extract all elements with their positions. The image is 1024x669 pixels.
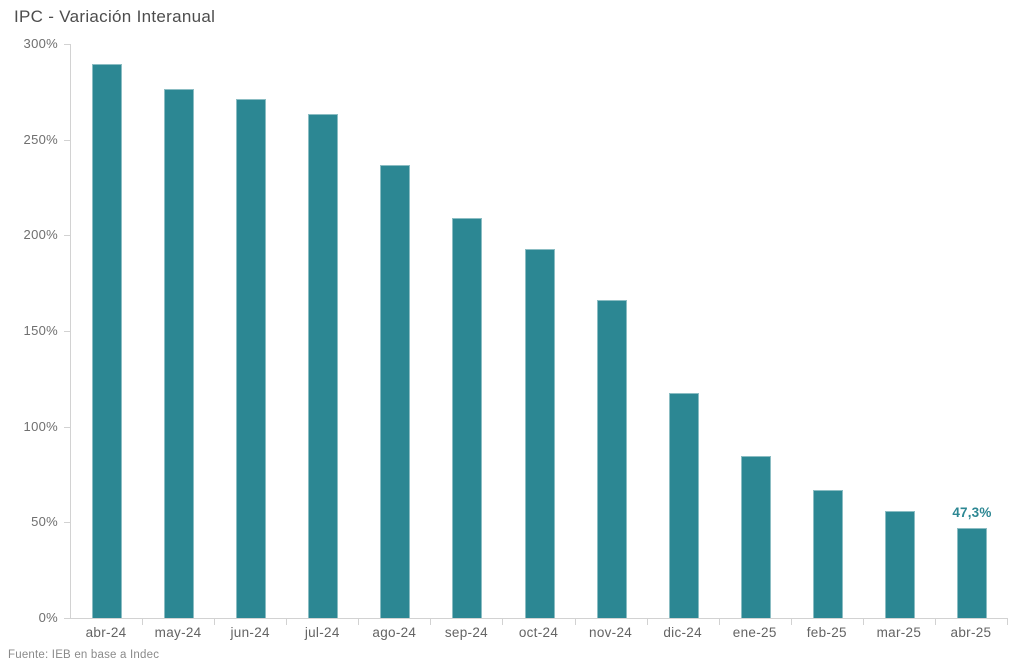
y-axis-label: 100% <box>23 418 58 434</box>
x-axis-tick <box>718 619 720 625</box>
bar-mar-25 <box>884 511 915 618</box>
y-axis-tick <box>64 331 70 332</box>
chart-title: IPC - Variación Interanual <box>14 7 216 26</box>
x-axis-tick <box>646 619 648 625</box>
x-axis-tick <box>934 619 936 625</box>
x-axis-tick <box>430 619 432 625</box>
y-axis-tick <box>64 139 70 141</box>
bar-ago-24 <box>380 165 411 618</box>
y-axis-label: 0% <box>38 610 58 625</box>
x-axis-tick <box>358 619 360 625</box>
y-axis-tick <box>64 618 70 619</box>
y-axis-tick <box>64 522 70 524</box>
x-axis-tick <box>862 619 864 625</box>
y-axis-label: 200% <box>23 227 58 243</box>
bar-nov-24 <box>596 300 627 618</box>
y-axis-label: 150% <box>23 323 58 338</box>
y-axis-label: 50% <box>31 514 58 530</box>
source-note: Fuente: IEB en base a Indec <box>8 649 160 661</box>
bar-dic-24 <box>668 392 699 618</box>
x-axis-label-mar-25: mar-25 <box>876 625 922 640</box>
bar-ene-25 <box>740 456 771 618</box>
x-axis-label-sep-24: sep-24 <box>444 625 488 640</box>
x-axis-label-jul-24: jul-24 <box>304 625 340 640</box>
y-axis-label: 250% <box>23 131 58 147</box>
y-axis-labels: 0% 50% 100% 150% 200% 250% 300% <box>0 36 58 625</box>
bar-feb-25 <box>812 490 843 618</box>
bar-sep-24 <box>452 218 483 618</box>
bar-jun-24 <box>236 98 267 618</box>
x-axis-label-may-24: may-24 <box>154 625 202 640</box>
x-axis-tick <box>790 619 792 625</box>
x-axis-tick <box>574 619 576 625</box>
x-axis-label-nov-24: nov-24 <box>589 625 633 640</box>
x-axis-tick <box>214 619 216 625</box>
plot-area: 47,3% <box>64 44 1008 625</box>
y-axis-label: 300% <box>23 36 58 51</box>
x-axis-tick <box>502 619 504 625</box>
x-axis-label-abr-25: abr-25 <box>950 625 992 640</box>
x-axis-label-jun-24: jun-24 <box>230 625 270 640</box>
x-axis-label-dic-24: dic-24 <box>663 625 702 640</box>
y-axis-tick <box>64 426 70 428</box>
bar-may-24 <box>164 89 195 618</box>
x-axis-label-feb-25: feb-25 <box>806 625 847 640</box>
x-axis-tick <box>142 619 144 625</box>
y-axis-tick <box>64 44 70 45</box>
y-axis-tick <box>64 235 70 237</box>
x-axis-labels: abr-24 may-24 jun-24 jul-24 ago-24 sep-24 oct-… <box>70 624 1007 644</box>
x-axis-label-ene-25: ene-25 <box>732 625 777 640</box>
x-axis-tick <box>286 619 288 625</box>
bar-abr-24 <box>92 64 123 618</box>
x-axis-label-oct-24: oct-24 <box>518 625 559 640</box>
x-axis-tick <box>1007 619 1008 625</box>
bar-abr-25 <box>956 527 987 618</box>
bar-oct-24 <box>524 248 555 618</box>
bar-jul-24 <box>308 114 339 618</box>
x-axis-label-ago-24: ago-24 <box>372 625 417 640</box>
bar-value-label-abr-25: 47,3% <box>952 504 992 520</box>
x-axis-label-abr-24: abr-24 <box>85 625 127 640</box>
